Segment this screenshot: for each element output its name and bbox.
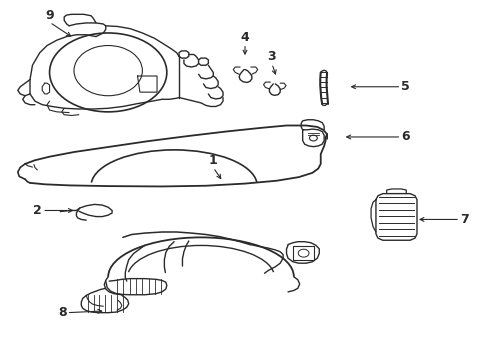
- Text: 7: 7: [460, 213, 469, 226]
- Text: 6: 6: [401, 130, 410, 144]
- Text: 3: 3: [268, 50, 276, 63]
- Text: 4: 4: [241, 31, 249, 44]
- Text: 9: 9: [45, 9, 54, 22]
- Text: 2: 2: [33, 204, 42, 217]
- Text: 8: 8: [58, 306, 67, 319]
- Text: 1: 1: [209, 154, 218, 167]
- Text: 5: 5: [401, 80, 410, 93]
